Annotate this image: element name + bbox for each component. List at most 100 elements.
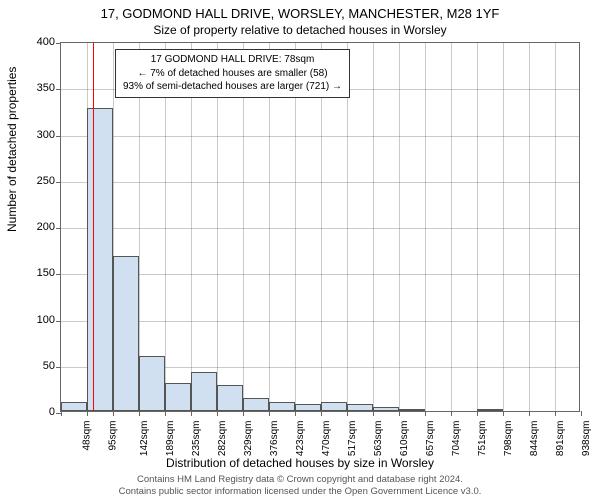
y-tick-mark (56, 43, 61, 44)
y-tick-label: 100 (0, 314, 55, 326)
gridline-v (451, 43, 452, 411)
x-tick-label: 610sqm (399, 421, 410, 457)
gridline-v (425, 43, 426, 411)
info-box: 17 GODMOND HALL DRIVE: 78sqm ← 7% of det… (115, 49, 350, 98)
gridline-v (165, 43, 166, 411)
y-tick-label: 150 (0, 267, 55, 279)
x-tick-label: 95sqm (108, 421, 119, 451)
x-tick-label: 563sqm (373, 421, 384, 457)
histogram-bar (113, 256, 139, 411)
gridline-v (321, 43, 322, 411)
x-tick-mark (373, 411, 374, 416)
histogram-bar (347, 404, 373, 411)
histogram-bar (295, 404, 321, 411)
x-tick-label: 142sqm (139, 421, 150, 457)
y-tick-mark (56, 136, 61, 137)
x-tick-mark (321, 411, 322, 416)
footer: Contains HM Land Registry data © Crown c… (0, 474, 600, 498)
x-tick-label: 751sqm (477, 421, 488, 457)
gridline-v (217, 43, 218, 411)
footer-line-1: Contains HM Land Registry data © Crown c… (0, 474, 600, 486)
histogram-bar (373, 407, 399, 411)
info-line-2: ← 7% of detached houses are smaller (58) (123, 67, 342, 81)
gridline-v (243, 43, 244, 411)
gridline-v (399, 43, 400, 411)
x-tick-label: 657sqm (425, 421, 436, 457)
x-tick-mark (269, 411, 270, 416)
gridline-v (295, 43, 296, 411)
x-tick-mark (529, 411, 530, 416)
x-tick-mark (555, 411, 556, 416)
y-tick-mark (56, 228, 61, 229)
gridline-v (503, 43, 504, 411)
x-tick-label: 891sqm (555, 421, 566, 457)
histogram-bar (139, 356, 165, 412)
y-tick-label: 50 (0, 360, 55, 372)
x-tick-mark (191, 411, 192, 416)
gridline-v (555, 43, 556, 411)
histogram-bar (269, 402, 295, 411)
x-tick-label: 798sqm (503, 421, 514, 457)
plot-region (60, 42, 580, 412)
x-tick-mark (243, 411, 244, 416)
x-tick-mark (425, 411, 426, 416)
y-tick-label: 0 (0, 406, 55, 418)
subject-marker-line (93, 43, 94, 411)
x-tick-label: 844sqm (529, 421, 540, 457)
x-tick-mark (399, 411, 400, 416)
x-tick-label: 423sqm (295, 421, 306, 457)
x-tick-label: 282sqm (217, 421, 228, 457)
histogram-bar (165, 383, 191, 411)
histogram-bar (399, 409, 425, 411)
x-tick-label: 235sqm (191, 421, 202, 457)
gridline-v (529, 43, 530, 411)
histogram-bar (243, 398, 269, 411)
gridline-v (269, 43, 270, 411)
histogram-bar (191, 372, 217, 411)
gridline-v (373, 43, 374, 411)
x-tick-mark (295, 411, 296, 416)
histogram-bar (477, 409, 503, 411)
x-tick-label: 189sqm (165, 421, 176, 457)
x-tick-label: 48sqm (82, 421, 93, 451)
x-tick-label: 470sqm (321, 421, 332, 457)
x-tick-label: 938sqm (581, 421, 592, 457)
gridline-v (477, 43, 478, 411)
x-tick-mark (217, 411, 218, 416)
histogram-bar (87, 108, 113, 411)
chart-area: 17 GODMOND HALL DRIVE: 78sqm ← 7% of det… (60, 42, 580, 412)
y-tick-label: 200 (0, 221, 55, 233)
histogram-bar (61, 402, 87, 411)
x-tick-mark (347, 411, 348, 416)
footer-line-2: Contains public sector information licen… (0, 486, 600, 498)
histogram-bar (217, 385, 243, 411)
y-tick-mark (56, 89, 61, 90)
title-sub: Size of property relative to detached ho… (0, 21, 600, 37)
x-tick-mark (581, 411, 582, 416)
info-line-1: 17 GODMOND HALL DRIVE: 78sqm (123, 53, 342, 67)
x-tick-mark (61, 411, 62, 416)
x-tick-mark (477, 411, 478, 416)
histogram-bar (321, 402, 347, 411)
info-line-3: 93% of semi-detached houses are larger (… (123, 80, 342, 94)
y-tick-label: 250 (0, 175, 55, 187)
y-tick-label: 300 (0, 129, 55, 141)
y-tick-mark (56, 274, 61, 275)
y-tick-mark (56, 182, 61, 183)
x-tick-label: 329sqm (243, 421, 254, 457)
x-tick-mark (451, 411, 452, 416)
x-tick-label: 376sqm (269, 421, 280, 457)
x-tick-mark (503, 411, 504, 416)
y-tick-mark (56, 367, 61, 368)
x-tick-mark (139, 411, 140, 416)
y-tick-label: 400 (0, 36, 55, 48)
x-tick-label: 517sqm (347, 421, 358, 457)
x-axis-label: Distribution of detached houses by size … (0, 456, 600, 470)
y-tick-label: 350 (0, 82, 55, 94)
x-tick-label: 704sqm (451, 421, 462, 457)
title-main: 17, GODMOND HALL DRIVE, WORSLEY, MANCHES… (0, 0, 600, 21)
y-tick-mark (56, 321, 61, 322)
gridline-v (191, 43, 192, 411)
x-tick-mark (113, 411, 114, 416)
x-tick-mark (87, 411, 88, 416)
